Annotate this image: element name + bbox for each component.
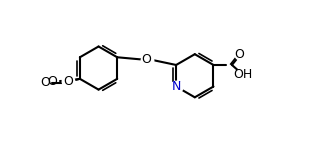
Text: O: O bbox=[40, 76, 50, 89]
Text: O: O bbox=[235, 48, 244, 61]
Text: N: N bbox=[172, 80, 181, 93]
Text: O: O bbox=[62, 76, 72, 89]
Text: N: N bbox=[172, 80, 181, 93]
Text: O: O bbox=[142, 53, 152, 66]
Text: O: O bbox=[47, 75, 57, 88]
Text: OH: OH bbox=[233, 68, 252, 81]
Text: O: O bbox=[63, 75, 73, 88]
